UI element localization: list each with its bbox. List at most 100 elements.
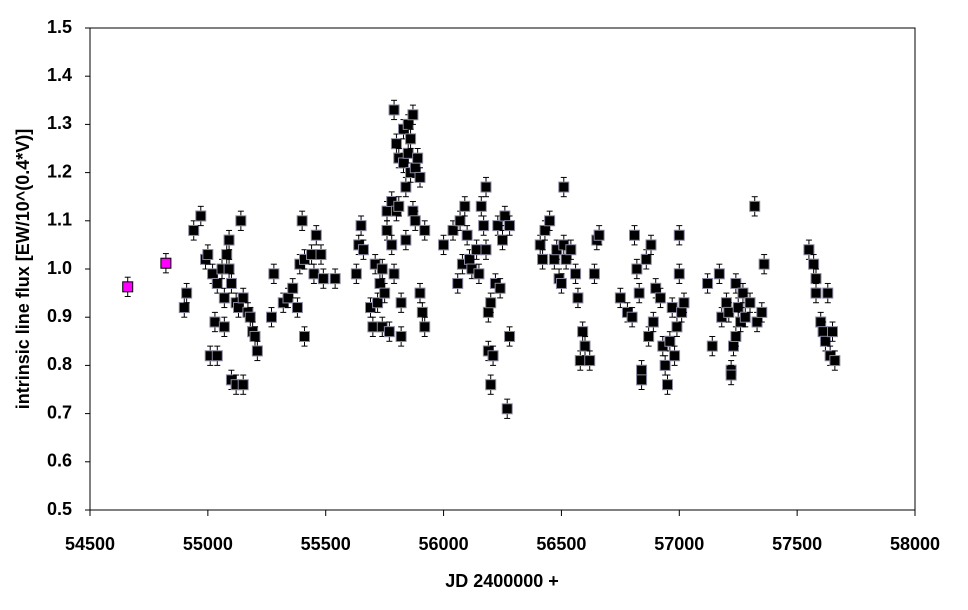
- point: [574, 355, 586, 367]
- point: [654, 292, 666, 304]
- point: [725, 369, 737, 381]
- point: [287, 282, 299, 294]
- point: [662, 379, 673, 391]
- point: [395, 297, 407, 309]
- point: [473, 268, 485, 280]
- point: [308, 268, 320, 280]
- point: [713, 268, 725, 280]
- point: [160, 257, 172, 269]
- point: [122, 281, 134, 293]
- point: [758, 258, 770, 270]
- x-tick-label: 56500: [536, 534, 586, 554]
- point: [810, 287, 822, 299]
- point: [739, 311, 751, 323]
- point: [223, 234, 235, 246]
- point: [223, 263, 235, 275]
- point: [393, 200, 405, 212]
- point: [188, 224, 200, 236]
- point: [237, 379, 249, 391]
- point: [494, 282, 506, 294]
- point: [504, 220, 516, 232]
- point: [402, 147, 414, 159]
- point: [438, 239, 450, 251]
- y-tick-label: 0.5: [47, 499, 72, 519]
- y-tick-label: 1.1: [47, 210, 72, 230]
- point: [808, 258, 820, 270]
- point: [501, 403, 513, 415]
- y-tick-label: 0.8: [47, 354, 72, 374]
- point: [299, 330, 310, 342]
- point: [390, 138, 402, 150]
- point: [225, 277, 237, 289]
- point: [537, 253, 549, 265]
- point: [633, 287, 645, 299]
- y-tick-label: 1.3: [47, 113, 72, 133]
- point: [383, 326, 395, 338]
- point: [827, 326, 838, 338]
- point: [664, 335, 676, 347]
- point: [593, 229, 605, 241]
- point: [706, 340, 718, 352]
- point: [211, 277, 223, 289]
- point: [178, 302, 190, 314]
- point: [237, 292, 249, 304]
- point: [296, 215, 308, 227]
- point: [218, 321, 230, 333]
- point: [372, 297, 384, 309]
- point: [572, 292, 584, 304]
- point: [487, 350, 499, 362]
- point: [636, 374, 648, 386]
- point: [614, 292, 626, 304]
- point: [504, 330, 516, 342]
- point: [640, 253, 652, 265]
- point: [666, 302, 678, 314]
- point: [647, 316, 659, 328]
- point: [461, 229, 473, 241]
- y-tick-label: 1.2: [47, 161, 72, 181]
- point: [749, 200, 761, 212]
- point: [355, 220, 367, 232]
- point: [702, 277, 714, 289]
- point: [268, 268, 280, 280]
- point: [244, 311, 256, 323]
- point: [414, 287, 426, 299]
- point: [202, 249, 214, 261]
- point: [555, 277, 567, 289]
- point: [730, 277, 742, 289]
- point: [235, 215, 247, 227]
- point: [584, 355, 596, 367]
- point: [480, 244, 492, 256]
- point: [744, 297, 756, 309]
- point: [669, 350, 681, 362]
- point: [730, 330, 742, 342]
- point: [407, 109, 419, 121]
- point: [475, 200, 487, 212]
- point: [631, 263, 643, 275]
- x-tick-label: 55000: [183, 534, 233, 554]
- point: [447, 224, 459, 236]
- point: [534, 239, 546, 251]
- point: [659, 359, 671, 371]
- point: [211, 350, 223, 362]
- point: [350, 268, 362, 280]
- point: [452, 277, 464, 289]
- point: [671, 321, 683, 333]
- point: [409, 215, 421, 227]
- point: [315, 249, 327, 261]
- point: [756, 306, 768, 318]
- point: [195, 210, 207, 222]
- point: [485, 297, 497, 309]
- x-tick-label: 55500: [301, 534, 351, 554]
- point: [629, 229, 640, 241]
- point: [416, 306, 428, 318]
- point: [419, 321, 431, 333]
- point: [395, 330, 407, 342]
- point: [221, 249, 233, 261]
- point: [565, 244, 577, 256]
- point: [645, 239, 657, 251]
- y-tick-label: 1.0: [47, 258, 72, 278]
- point: [803, 244, 815, 256]
